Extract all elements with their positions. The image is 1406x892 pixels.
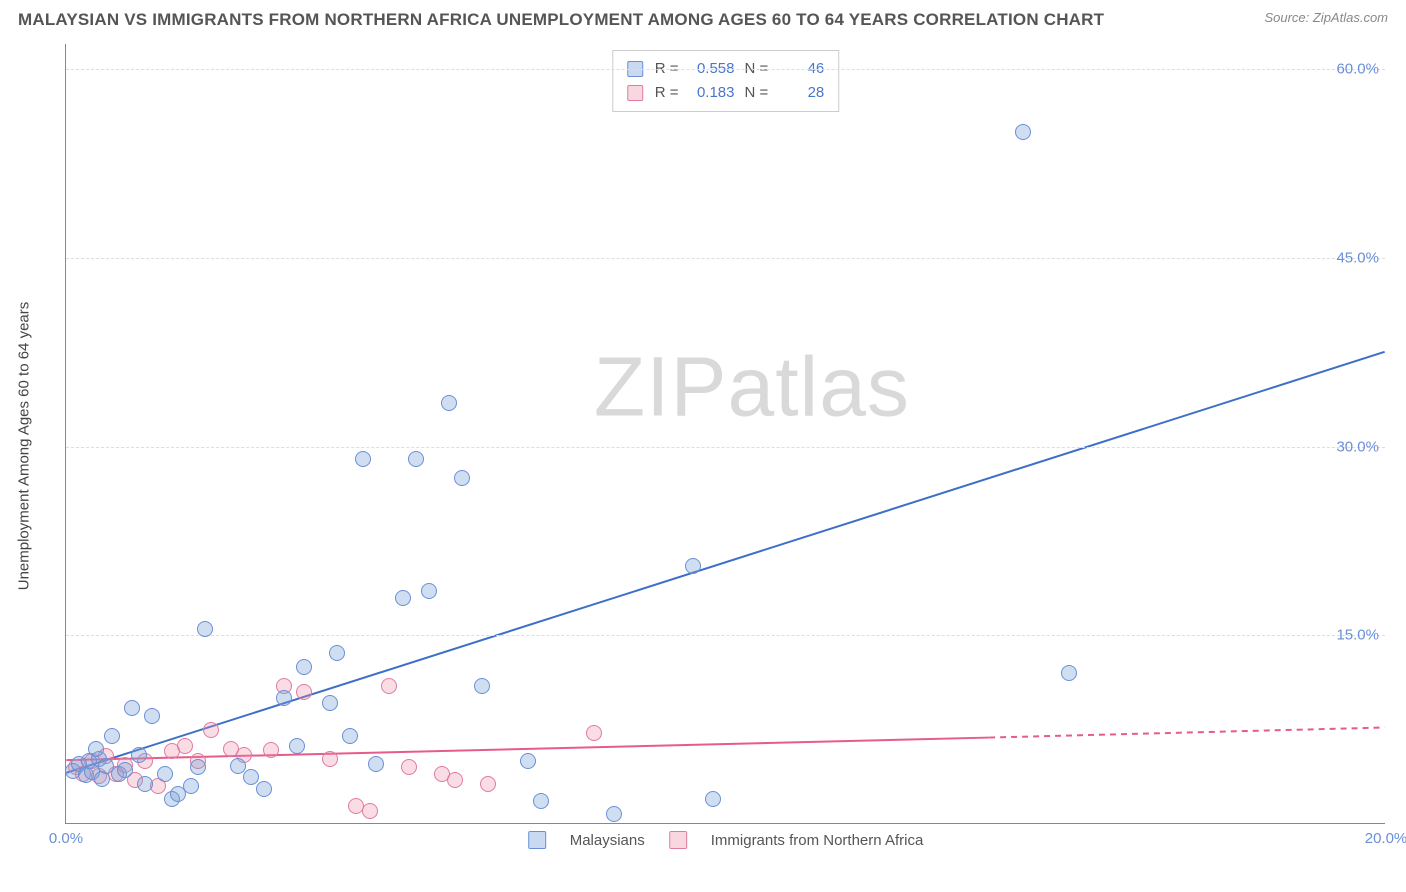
data-point — [408, 451, 424, 467]
data-point — [124, 700, 140, 716]
x-tick-label: 0.0% — [49, 830, 83, 847]
data-point — [586, 725, 602, 741]
data-point — [289, 738, 305, 754]
data-point — [243, 769, 259, 785]
data-point — [157, 766, 173, 782]
data-point — [454, 470, 470, 486]
data-point — [137, 776, 153, 792]
data-point — [705, 791, 721, 807]
data-point — [322, 695, 338, 711]
watermark: ZIPatlas — [594, 338, 910, 435]
data-point — [117, 762, 133, 778]
data-point — [263, 742, 279, 758]
stats-box: R = 0.558 N = 46 R = 0.183 N = 28 — [612, 50, 840, 112]
data-point — [520, 753, 536, 769]
data-point — [480, 776, 496, 792]
data-point — [685, 558, 701, 574]
data-point — [329, 645, 345, 661]
data-point — [533, 793, 549, 809]
regression-lines — [66, 44, 1385, 823]
data-point — [296, 659, 312, 675]
y-tick-label: 45.0% — [1336, 249, 1379, 266]
data-point — [144, 708, 160, 724]
data-point — [322, 751, 338, 767]
data-point — [131, 747, 147, 763]
legend-label-2: Immigrants from Northern Africa — [711, 832, 924, 849]
data-point — [296, 684, 312, 700]
legend-swatch-pink-icon — [627, 85, 643, 101]
source-label: Source: ZipAtlas.com — [1264, 10, 1388, 25]
data-point — [395, 590, 411, 606]
data-point — [230, 758, 246, 774]
data-point — [197, 621, 213, 637]
data-point — [355, 451, 371, 467]
data-point — [362, 803, 378, 819]
data-point — [256, 781, 272, 797]
data-point — [276, 690, 292, 706]
legend-sw-pink-icon — [669, 831, 687, 849]
chart-title: MALAYSIAN VS IMMIGRANTS FROM NORTHERN AF… — [18, 10, 1104, 30]
data-point — [381, 678, 397, 694]
correlation-chart: MALAYSIAN VS IMMIGRANTS FROM NORTHERN AF… — [10, 10, 1396, 882]
data-point — [88, 741, 104, 757]
n-value-2: 28 — [778, 81, 824, 105]
title-row: MALAYSIAN VS IMMIGRANTS FROM NORTHERN AF… — [10, 10, 1396, 34]
data-point — [104, 728, 120, 744]
y-tick-label: 15.0% — [1336, 627, 1379, 644]
y-tick-label: 60.0% — [1336, 61, 1379, 78]
data-point — [177, 738, 193, 754]
data-point — [447, 772, 463, 788]
data-point — [1061, 665, 1077, 681]
data-point — [183, 778, 199, 794]
data-point — [474, 678, 490, 694]
y-tick-label: 30.0% — [1336, 438, 1379, 455]
data-point — [368, 756, 384, 772]
y-axis-label: Unemployment Among Ages 60 to 64 years — [16, 302, 33, 591]
data-point — [401, 759, 417, 775]
n-label-2: N = — [745, 81, 769, 105]
r-label-2: R = — [655, 81, 679, 105]
data-point — [342, 728, 358, 744]
legend-label-1: Malaysians — [570, 832, 645, 849]
r-value-2: 0.183 — [689, 81, 735, 105]
data-point — [606, 806, 622, 822]
bottom-legend: Malaysians Immigrants from Northern Afri… — [528, 831, 924, 849]
data-point — [421, 583, 437, 599]
x-tick-label: 20.0% — [1365, 830, 1406, 847]
data-point — [203, 722, 219, 738]
data-point — [190, 759, 206, 775]
legend-sw-blue-icon — [528, 831, 546, 849]
data-point — [441, 395, 457, 411]
data-point — [1015, 124, 1031, 140]
plot-area: ZIPatlas R = 0.558 N = 46 R = 0.183 N = … — [65, 44, 1385, 824]
